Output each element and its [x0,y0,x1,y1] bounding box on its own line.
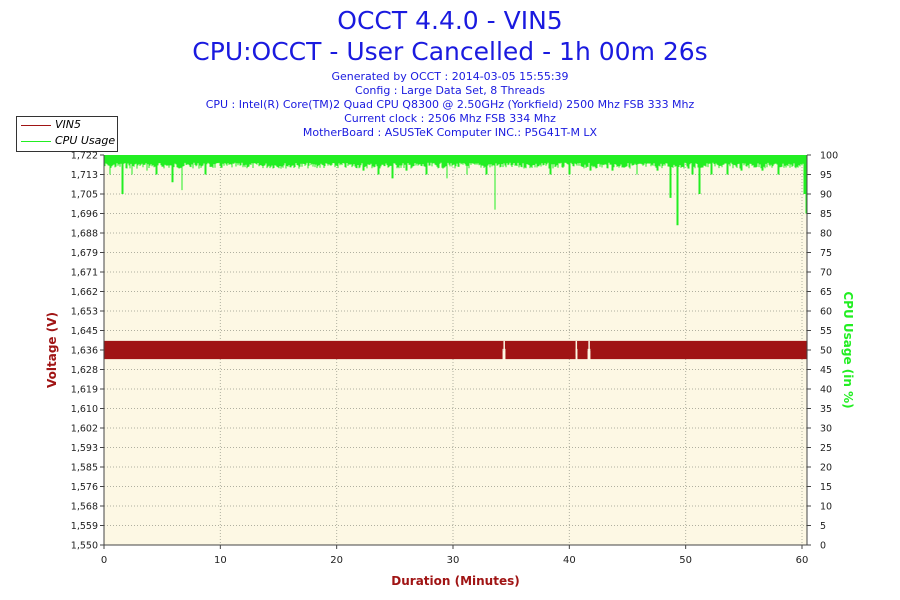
y-tick-label-right: 60 [820,307,832,318]
x-tick-label: 40 [563,555,576,566]
x-axis-label: Duration (Minutes) [391,574,519,588]
y-tick-label-left: 1,671 [71,268,98,279]
y-tick-label-right: 90 [820,190,832,201]
y-tick-label-left: 1,653 [71,307,98,318]
y-tick-label-left: 1,576 [71,482,98,493]
y-tick-label-right: 0 [820,541,826,552]
info-motherboard: MotherBoard : ASUSTeK Computer INC.: P5G… [302,126,598,139]
y-tick-label-right: 35 [820,404,832,415]
series-line-vin5 [103,340,808,360]
x-tick-label: 30 [447,555,460,566]
y-tick-label-left: 1,568 [71,502,98,513]
y-tick-label-right: 10 [820,502,832,513]
y-tick-label-right: 45 [820,365,832,376]
y-tick-label-right: 95 [820,170,832,181]
y-tick-label-right: 85 [820,209,832,220]
legend-swatch-vin5 [21,125,51,126]
legend-item-cpu-usage: CPU Usage [17,133,117,149]
y-tick-label-right: 80 [820,229,832,240]
y-tick-label-left: 1,722 [71,151,98,162]
y-tick-label-left: 1,602 [71,424,98,435]
y-tick-label-right: 65 [820,287,832,298]
y-tick-label-left: 1,593 [71,443,98,454]
y-axis-label-right: CPU Usage (in %) [841,291,855,408]
y-tick-label-right: 50 [820,346,832,357]
x-tick-label: 60 [796,555,809,566]
y-tick-label-right: 25 [820,443,832,454]
y-tick-label-right: 5 [820,521,826,532]
y-tick-label-left: 1,619 [71,385,98,396]
legend-label-vin5: VIN5 [55,118,81,131]
y-tick-label-left: 1,662 [71,287,98,298]
y-tick-label-right: 40 [820,385,832,396]
y-axis-label-left: Voltage (V) [45,312,59,388]
y-tick-label-left: 1,585 [71,463,98,474]
y-tick-label-right: 55 [820,326,832,337]
info-cpu: CPU : Intel(R) Core(TM)2 Quad CPU Q8300 … [205,98,695,111]
y-tick-label-left: 1,705 [71,190,98,201]
y-tick-label-left: 1,636 [71,346,98,357]
x-tick-label: 0 [101,555,107,566]
y-tick-label-left: 1,550 [71,541,98,552]
legend-swatch-cpu-usage [21,141,51,142]
y-tick-label-right: 30 [820,424,832,435]
y-tick-label-right: 15 [820,482,832,493]
chart-title: OCCT 4.4.0 - VIN5 [337,6,563,35]
y-tick-label-right: 100 [820,151,838,162]
y-tick-label-left: 1,628 [71,365,98,376]
y-tick-label-left: 1,688 [71,229,98,240]
y-tick-label-right: 20 [820,463,832,474]
legend: VIN5 CPU Usage [16,116,118,152]
y-tick-label-right: 70 [820,268,832,279]
info-config: Config : Large Data Set, 8 Threads [355,84,545,97]
y-tick-label-left: 1,696 [71,209,98,220]
chart-subtitle: CPU:OCCT - User Cancelled - 1h 00m 26s [192,37,708,66]
legend-item-vin5: VIN5 [17,117,117,133]
x-tick-label: 50 [679,555,692,566]
y-tick-label-right: 75 [820,248,832,259]
info-generated: Generated by OCCT : 2014-03-05 15:55:39 [331,70,569,83]
y-tick-label-left: 1,713 [71,170,98,181]
legend-label-cpu-usage: CPU Usage [55,134,116,147]
y-tick-label-left: 1,610 [71,404,98,415]
x-tick-label: 10 [214,555,227,566]
x-tick-label: 20 [330,555,343,566]
y-tick-label-left: 1,645 [71,326,98,337]
info-clock: Current clock : 2506 Mhz FSB 334 Mhz [344,112,556,125]
y-tick-label-left: 1,679 [71,248,98,259]
y-tick-label-left: 1,559 [71,521,98,532]
